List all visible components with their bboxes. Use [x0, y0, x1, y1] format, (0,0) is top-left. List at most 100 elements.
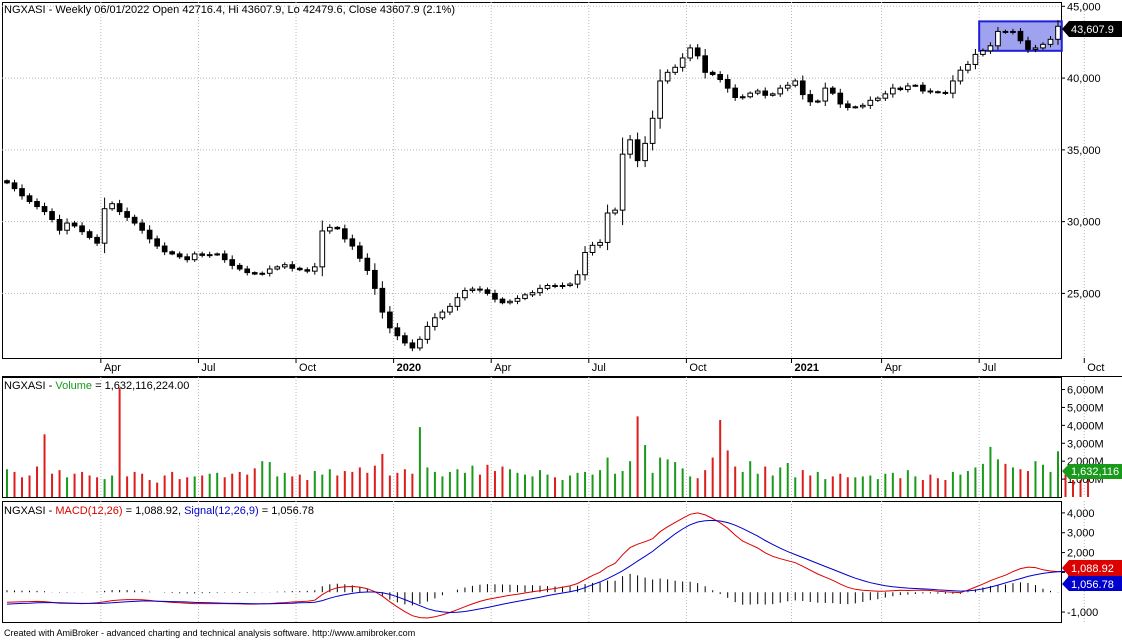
price-candle: [612, 207, 618, 216]
price-candle: [101, 197, 108, 254]
price-candle: [469, 286, 476, 293]
price-candle: [837, 88, 844, 108]
price-candle: [1040, 42, 1046, 50]
signal-last-value: 1,056.78: [1071, 579, 1114, 591]
price-candle: [1047, 35, 1054, 48]
price-candle: [927, 88, 934, 95]
macd-panel[interactable]: [6, 512, 1074, 619]
price-candle: [94, 234, 100, 246]
price-candle: [289, 261, 296, 272]
price-candle: [409, 339, 416, 352]
price-candle: [357, 241, 363, 262]
price-candle: [281, 262, 288, 270]
price-candle: [19, 184, 25, 200]
price-candle: [807, 89, 814, 106]
price-candle: [484, 287, 491, 296]
price-candle: [679, 53, 686, 72]
price-candle: [176, 251, 183, 259]
price-candle: [432, 313, 438, 331]
price-candle: [447, 303, 453, 316]
price-candle: [334, 226, 341, 230]
price-candle: [379, 281, 386, 319]
price-candle: [822, 82, 829, 106]
price-candle: [687, 44, 693, 62]
signal-title-name: Signal(12,26,9): [184, 505, 259, 517]
price-candle: [394, 323, 401, 341]
price-panel-frame: [2, 2, 1062, 359]
price-candle: [229, 255, 236, 270]
price-candle: [71, 220, 78, 228]
price-candle: [296, 266, 303, 272]
price-candle: [454, 292, 461, 311]
price-candle: [199, 251, 206, 258]
price-candle: [814, 99, 821, 104]
price-candle: [739, 94, 746, 100]
price-candle: [709, 70, 716, 77]
price-candle: [492, 289, 498, 303]
price-candle: [49, 208, 55, 223]
price-last-value: 43,607.9: [1071, 24, 1114, 36]
volume-panel[interactable]: [6, 387, 1090, 497]
price-candle: [146, 225, 153, 244]
price-candle: [41, 202, 48, 216]
price-candle: [694, 44, 701, 60]
x-tick-label: Jul: [592, 362, 606, 374]
price-candle: [829, 86, 836, 96]
price-candle: [920, 82, 926, 94]
footer-credit: Created with AmiBroker - advanced charti…: [4, 628, 415, 638]
price-y-tick-label: 30,000: [1067, 217, 1101, 229]
price-candle: [537, 284, 543, 297]
price-candle: [304, 267, 311, 274]
price-candle: [724, 74, 731, 93]
price-candle: [424, 321, 431, 344]
price-candle: [844, 100, 851, 111]
price-candle: [957, 66, 964, 85]
price-candle: [657, 69, 663, 129]
price-panel[interactable]: [4, 20, 1063, 352]
price-candle: [34, 198, 40, 210]
price-candle: [597, 239, 603, 249]
price-candle: [206, 251, 213, 258]
price-candle: [582, 246, 588, 281]
macd-y-tick-label: 3,000: [1067, 528, 1095, 540]
price-candle: [319, 220, 326, 277]
price-candle: [702, 49, 708, 79]
price-candle: [499, 297, 506, 305]
price-candle: [214, 252, 221, 256]
price-candle: [4, 179, 10, 185]
price-candle: [326, 224, 333, 234]
macd-panel-title: NGXASI - MACD(12,26) = 1,088.92, Signal(…: [4, 505, 314, 517]
price-candle: [664, 69, 671, 84]
price-panel-title: NGXASI - Weekly 06/01/2022 Open 42716.4,…: [4, 4, 455, 16]
x-tick-label: Jul: [201, 362, 215, 374]
price-candle: [905, 82, 911, 93]
price-candle: [402, 332, 408, 346]
signal-last-value-tag: 1,056.78: [1062, 576, 1122, 591]
x-tick-label: Oct: [689, 362, 706, 374]
price-candle: [266, 265, 273, 277]
price-candle: [942, 90, 949, 95]
price-candle: [642, 136, 648, 168]
price-candle: [1055, 20, 1061, 45]
price-candle: [341, 224, 348, 243]
macd-line: [6, 512, 1074, 619]
price-candle: [890, 83, 896, 98]
price-candle: [311, 262, 318, 275]
price-candle: [604, 204, 611, 251]
price-candle: [567, 282, 573, 288]
macd-y-tick-label: 4,000: [1067, 508, 1095, 520]
macd-title-name: MACD(12,26): [55, 505, 122, 517]
price-candle: [522, 292, 528, 301]
price-candle: [184, 253, 190, 263]
price-candle: [627, 134, 633, 159]
price-candle: [619, 137, 626, 226]
volume-title-name: Volume: [55, 380, 92, 392]
price-y-tick-label: 40,000: [1067, 73, 1101, 85]
price-candle: [867, 96, 874, 109]
price-candle: [649, 110, 656, 151]
price-candle: [935, 90, 941, 94]
price-candle: [987, 42, 994, 54]
volume-title-prefix: NGXASI -: [4, 380, 55, 392]
price-candle: [852, 105, 859, 109]
